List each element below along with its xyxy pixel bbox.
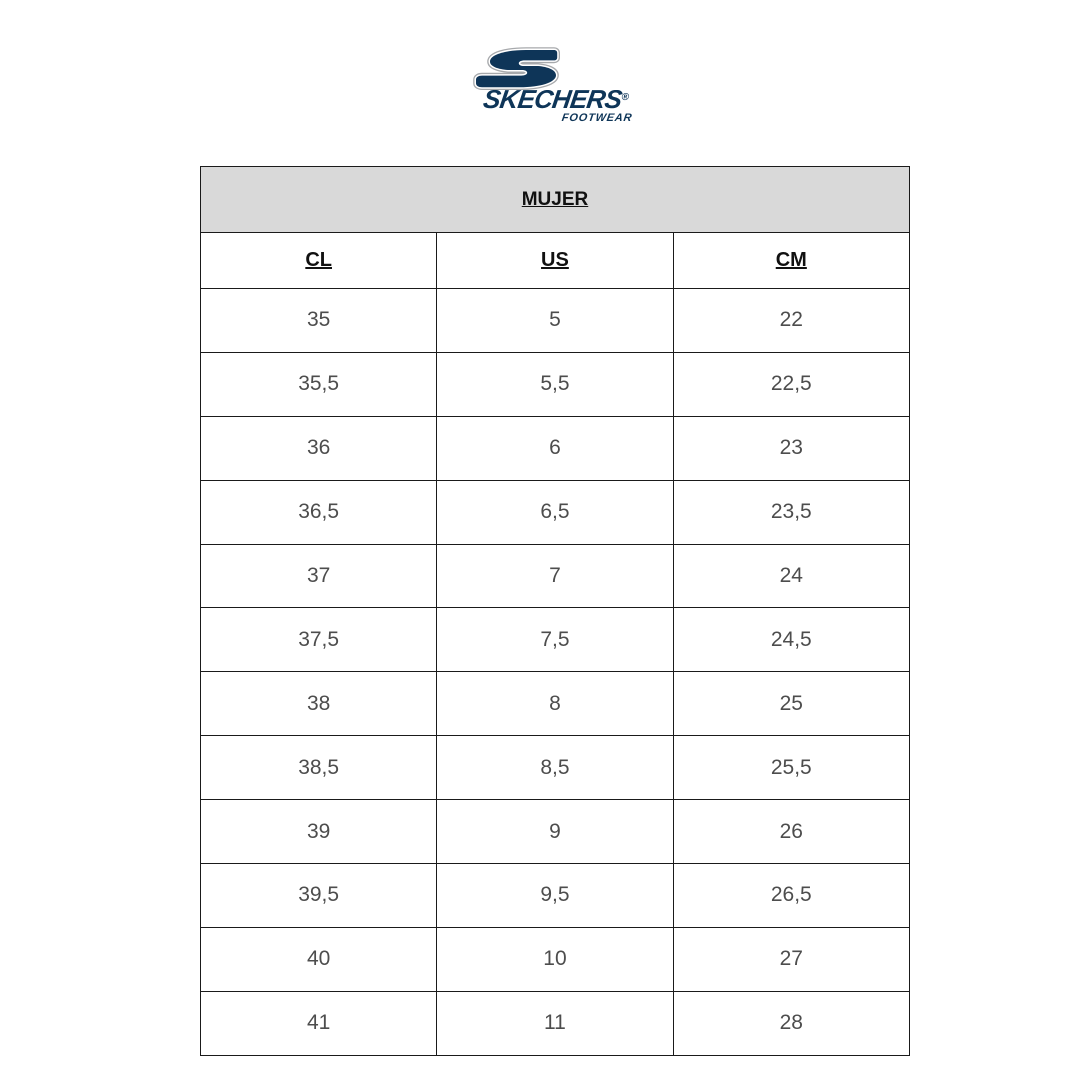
svg-text:FOOTWEAR: FOOTWEAR (561, 112, 633, 124)
svg-text:SKECHERS®: SKECHERS® (481, 90, 631, 114)
